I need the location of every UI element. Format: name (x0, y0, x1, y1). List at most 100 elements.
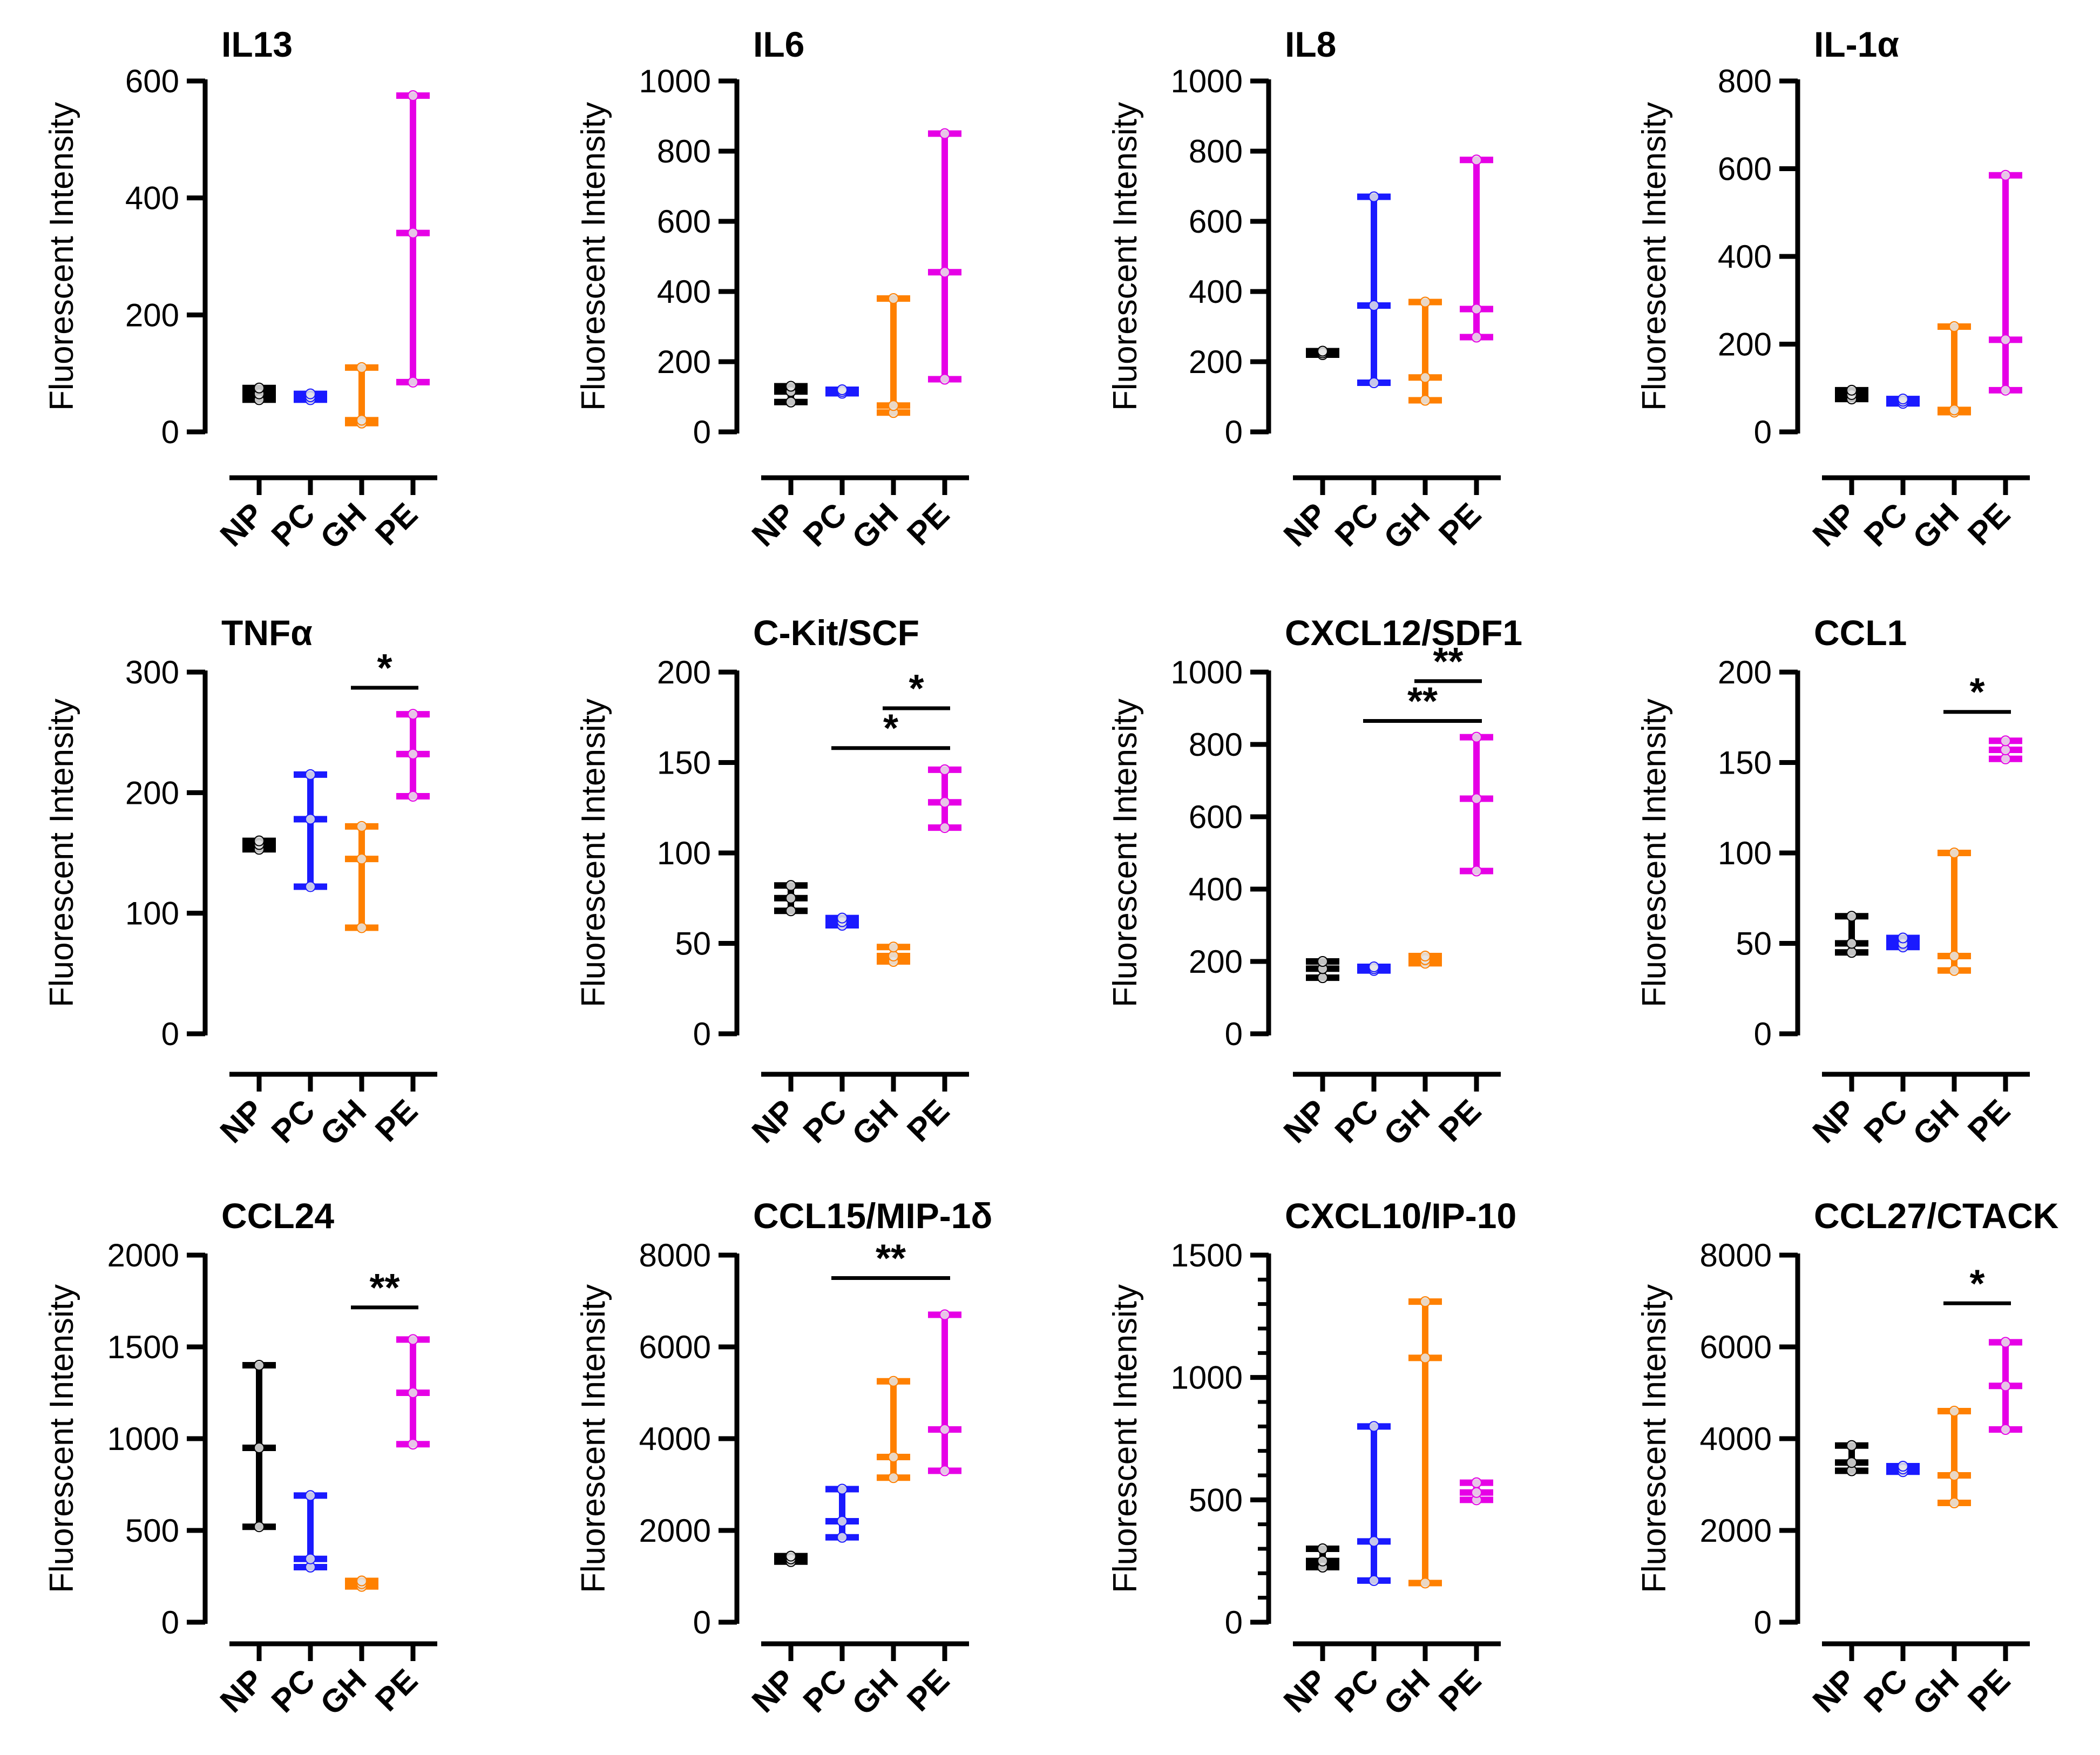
data-point (939, 128, 950, 139)
y-tick-label: 4000 (639, 1421, 711, 1457)
x-tick-label-pe: PE (900, 1093, 956, 1149)
range-bar-pc (1357, 191, 1391, 388)
y-tick-label: 0 (1225, 414, 1243, 450)
range-bar-pc (294, 1490, 327, 1573)
x-tick-label-np: NP (1806, 1662, 1863, 1719)
range-bar-np (1306, 345, 1339, 360)
range-bar-gh (1408, 950, 1442, 969)
range-bar-np (774, 381, 808, 408)
y-tick-label: 150 (657, 745, 711, 781)
data-point (408, 1387, 418, 1398)
y-axis-label: Fluorescent Intensity (1636, 699, 1673, 1007)
x-tick-label-pc: PC (1328, 1662, 1385, 1719)
data-point (1420, 296, 1431, 308)
panel-title: CXCL10/IP-10 (1285, 1196, 1516, 1236)
x-tick-label-pe: PE (1961, 1662, 2017, 1718)
range-bar-gh (1408, 1296, 1442, 1589)
data-point (1471, 1487, 1482, 1498)
range-bar-gh (345, 1575, 378, 1592)
data-point (356, 922, 367, 933)
y-tick-label: 1000 (1171, 1360, 1243, 1396)
y-tick-label: 200 (1189, 944, 1243, 980)
range-bar-np (1306, 1543, 1339, 1573)
panel-il-1: IL-1α Fluorescent Intensity 0 200 400 600 800 N… (1636, 24, 2030, 556)
data-point (939, 267, 950, 278)
x-tick-label-pc: PC (1328, 496, 1385, 553)
data-point (356, 821, 367, 832)
data-point (1471, 731, 1482, 743)
data-point (1949, 404, 1960, 416)
panel-title: CCL1 (1814, 613, 1907, 653)
x-tick-label-pe: PE (368, 496, 424, 552)
panel-cxcl10-ip-10: CXCL10/IP-10 Fluorescent Intensity 0 500 100… (1107, 1196, 1516, 1722)
y-tick-label: 0 (693, 1604, 711, 1641)
x-tick-label-pe: PE (1432, 1662, 1488, 1718)
data-point (1949, 1406, 1960, 1417)
y-axis-label: Fluorescent Intensity (575, 102, 612, 411)
data-point (305, 881, 316, 892)
panel-title: CCL15/MIP-1δ (753, 1196, 992, 1236)
range-bar-pe (396, 90, 430, 388)
x-tick-label-np: NP (745, 1093, 802, 1150)
x-tick-label-np: NP (213, 1662, 270, 1719)
y-axis-label: Fluorescent Intensity (1107, 102, 1144, 411)
y-tick-label: 1000 (107, 1421, 179, 1457)
data-point (1369, 377, 1379, 388)
data-point (837, 384, 848, 395)
x-tick-label-gh: GH (1906, 1662, 1966, 1722)
y-tick-label: 0 (161, 414, 179, 450)
y-axis-label: Fluorescent Intensity (43, 102, 80, 411)
data-point (1949, 321, 1960, 332)
data-point (939, 374, 950, 385)
x-tick-label-pe: PE (900, 1662, 956, 1718)
y-tick-label: 1500 (107, 1329, 179, 1365)
range-bar-pe (1989, 170, 2022, 396)
x-tick-label-gh: GH (1906, 1093, 1966, 1153)
y-tick-label: 100 (125, 896, 179, 932)
x-tick-label-np: NP (1277, 1662, 1334, 1719)
data-point (939, 1309, 950, 1320)
y-tick-label: 2000 (107, 1237, 179, 1273)
data-point (1471, 303, 1482, 315)
y-axis-label: Fluorescent Intensity (43, 699, 80, 1007)
y-tick-label: 200 (657, 344, 711, 380)
data-point (1369, 1536, 1379, 1547)
y-tick-label: 0 (1225, 1604, 1243, 1641)
range-bar-pc (825, 1483, 859, 1543)
panel-title: IL13 (221, 24, 293, 64)
x-tick-label-pe: PE (900, 496, 956, 552)
data-point (939, 764, 950, 775)
panel-c-kit-scf: C-Kit/SCF Fluorescent Intensity 0 50 100 150 2… (575, 613, 969, 1153)
significance-label: ** (369, 1266, 399, 1310)
range-bar-np (1835, 911, 1868, 958)
y-tick-label: 0 (1754, 414, 1772, 450)
x-tick-label-pc: PC (1857, 1662, 1914, 1719)
data-point (1369, 1421, 1379, 1432)
y-tick-label: 400 (1189, 871, 1243, 907)
data-point (1317, 956, 1328, 967)
range-bar-gh (345, 362, 378, 429)
data-point (837, 1516, 848, 1527)
x-tick-label-pc: PC (1328, 1093, 1385, 1150)
y-tick-label: 400 (125, 180, 179, 216)
data-point (2000, 753, 2011, 764)
range-bar-np (1835, 384, 1868, 405)
y-tick-label: 8000 (1700, 1237, 1772, 1273)
x-tick-label-gh: GH (845, 496, 905, 556)
data-point (1949, 848, 1960, 858)
x-tick-label-gh: GH (1906, 496, 1966, 556)
x-tick-label-pc: PC (265, 1093, 322, 1150)
data-point (2000, 170, 2011, 181)
significance-label: * (1969, 1262, 1984, 1305)
panel-tnf: TNFα Fluorescent Intensity 0 100 200 300 NPPCG… (43, 613, 437, 1153)
data-point (1471, 1477, 1482, 1488)
x-tick-label-pc: PC (1857, 496, 1914, 553)
y-axis-label: Fluorescent Intensity (43, 1284, 80, 1593)
x-tick-label-pc: PC (1857, 1093, 1914, 1150)
y-tick-label: 600 (657, 204, 711, 240)
y-tick-label: 200 (657, 654, 711, 690)
data-point (939, 1424, 950, 1435)
data-point (888, 400, 899, 411)
